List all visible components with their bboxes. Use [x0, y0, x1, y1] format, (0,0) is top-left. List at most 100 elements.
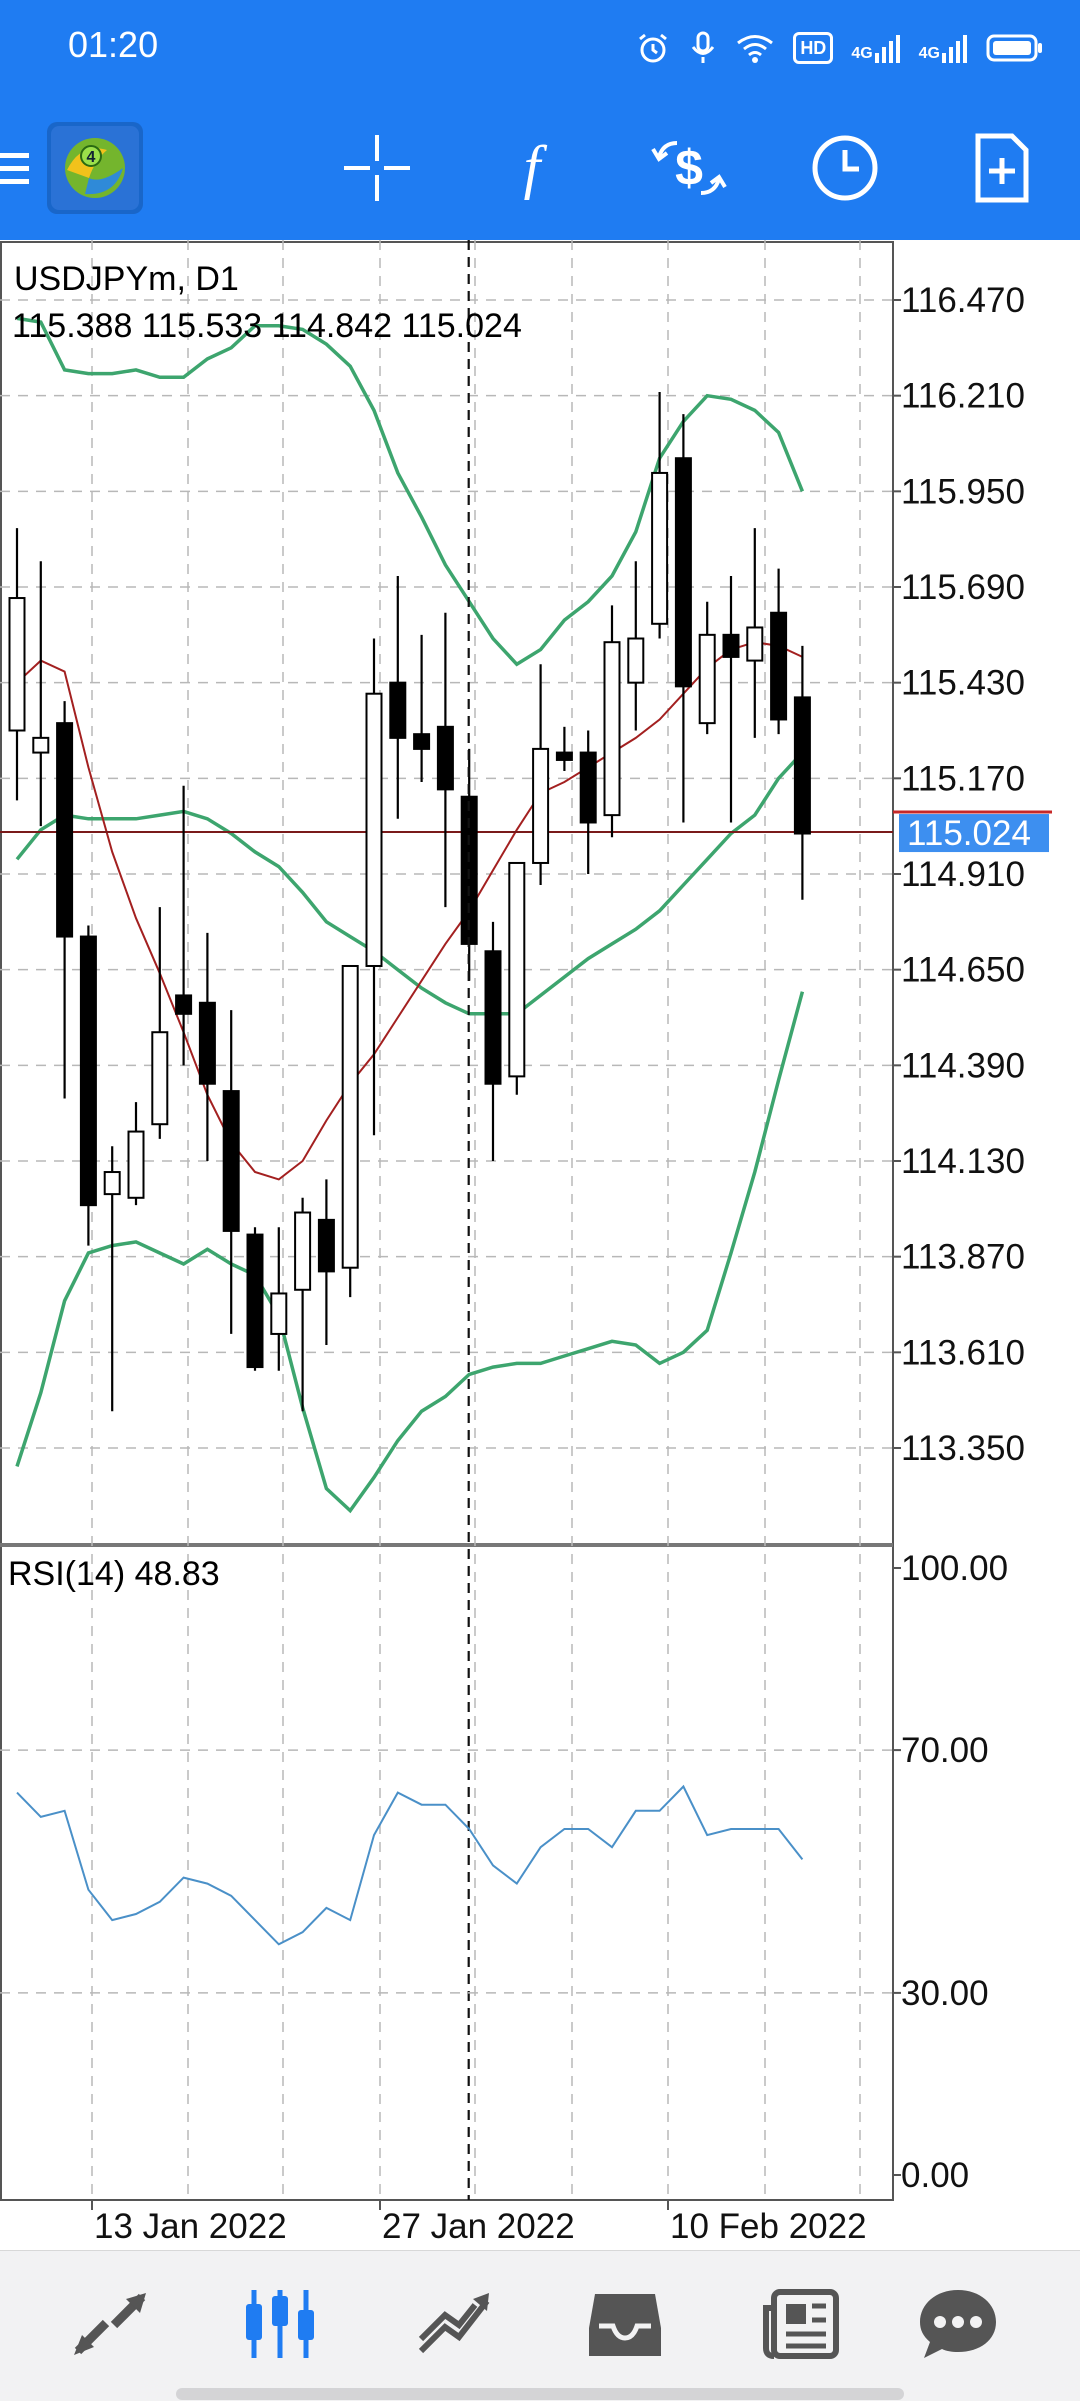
- price-tick-label: 114.130: [901, 1142, 1025, 1181]
- price-tick-label: 114.390: [901, 1046, 1025, 1085]
- inbox-icon: [585, 2288, 665, 2365]
- trade-icon: [415, 2289, 495, 2364]
- candle: [365, 638, 383, 1136]
- candle-body-bearish: [317, 1218, 335, 1273]
- candle-body-bullish: [127, 1130, 145, 1199]
- price-tick-label: 113.610: [901, 1333, 1025, 1372]
- candle: [793, 645, 811, 900]
- candle-body-bullish: [651, 471, 669, 625]
- bottom-navigation: [0, 2250, 1080, 2401]
- candle: [413, 634, 431, 783]
- candle-body-bullish: [365, 692, 383, 967]
- candle-body-bullish: [746, 626, 764, 662]
- candle: [674, 414, 692, 823]
- candle: [32, 561, 50, 827]
- nav-trade[interactable]: [365, 2251, 545, 2401]
- symbol-change-icon: $: [649, 133, 729, 208]
- network-label: 4G: [918, 45, 940, 62]
- moving-average-line: [16, 641, 803, 1181]
- svg-text:4: 4: [87, 149, 96, 166]
- hd-badge: HD: [793, 32, 834, 64]
- chart-area[interactable]: 100.00 70.00 30.00 0.00 116.470 116.210 115.9…: [0, 240, 1080, 2250]
- candle: [579, 730, 597, 874]
- status-time: 01:20: [68, 24, 159, 65]
- candle: [79, 925, 97, 1246]
- signal-4g-icon: 4G: [851, 33, 900, 63]
- candle-body-bearish: [436, 725, 454, 791]
- price-axis: 116.470 116.210 115.950 115.690 115.430 115.1…: [91, 281, 1052, 2246]
- crosshair-button[interactable]: [322, 110, 432, 230]
- nav-chart[interactable]: [190, 2251, 370, 2401]
- candle-body-bullish: [270, 1292, 288, 1335]
- candle-body-bearish: [722, 633, 740, 658]
- nav-history[interactable]: [535, 2251, 715, 2401]
- nav-chat[interactable]: [868, 2251, 1048, 2401]
- metatrader-4-logo: 4: [45, 120, 145, 221]
- symbol-change-button[interactable]: $: [634, 110, 744, 230]
- rsi-scale-label: 100.00: [901, 1549, 1008, 1588]
- app-logo: 4: [42, 110, 148, 230]
- candle: [555, 726, 573, 771]
- candle: [198, 932, 216, 1161]
- wifi-icon: [735, 32, 775, 64]
- candlesticks: [8, 391, 811, 1412]
- candle-body-bullish: [341, 964, 359, 1269]
- candle-body-bullish: [508, 861, 526, 1078]
- menu-button[interactable]: [0, 110, 60, 230]
- current-price-badge: [899, 814, 1049, 853]
- price-tick-label: 114.650: [901, 951, 1025, 990]
- timeframe-icon: [809, 132, 881, 209]
- indicators-button[interactable]: f: [477, 110, 587, 230]
- candle: [294, 1197, 312, 1412]
- candle: [698, 601, 716, 735]
- candle: [436, 612, 454, 908]
- svg-text:f: f: [524, 134, 548, 200]
- candle: [341, 964, 359, 1298]
- candle: [246, 1227, 264, 1371]
- candle: [8, 528, 26, 801]
- price-tick-label: 115.690: [901, 568, 1025, 607]
- quotes-icon: [70, 2289, 150, 2364]
- home-indicator[interactable]: [176, 2388, 904, 2400]
- candle: [317, 1179, 335, 1345]
- nav-news[interactable]: [710, 2251, 890, 2401]
- price-tick-label: 115.170: [901, 759, 1025, 798]
- candle-body-bearish: [770, 611, 788, 721]
- bollinger-middle-line: [15, 751, 804, 1016]
- candle-body-bullish: [32, 736, 50, 754]
- timeframe-button[interactable]: [790, 110, 900, 230]
- candle-body-bullish: [103, 1171, 121, 1196]
- candle-body-bearish: [389, 681, 407, 739]
- date-label: 27 Jan 2022: [382, 2207, 575, 2246]
- network-label: 4G: [851, 45, 873, 62]
- candle-body-bullish: [532, 747, 550, 864]
- candle: [56, 701, 74, 1099]
- candle-body-bearish: [246, 1233, 264, 1369]
- candle: [103, 1146, 121, 1412]
- candle: [127, 1102, 145, 1206]
- candle-body-bearish: [175, 994, 193, 1015]
- candle-body-bearish: [674, 457, 692, 688]
- bollinger-lower-line: [15, 991, 805, 1514]
- candle-body-bearish: [222, 1090, 240, 1232]
- nav-quotes[interactable]: [20, 2251, 200, 2401]
- candle-body-bullish: [294, 1211, 312, 1291]
- menu-icon: [0, 148, 35, 193]
- price-tick-label: 116.470: [901, 281, 1025, 320]
- rsi-scale-label: 30.00: [901, 1974, 989, 2013]
- date-label: 10 Feb 2022: [670, 2207, 867, 2246]
- status-icons: HD 4G 4G: [635, 28, 1044, 68]
- candle-body-bearish: [79, 935, 97, 1207]
- candle-body-bearish: [413, 733, 431, 750]
- chart-grid: [0, 240, 894, 2201]
- candle: [175, 785, 193, 1066]
- chart-canvas[interactable]: 100.00 70.00 30.00 0.00 116.470 116.210 115.9…: [0, 240, 1080, 2250]
- candle: [270, 1227, 288, 1371]
- candle-body-bearish: [198, 1001, 216, 1085]
- new-order-button[interactable]: [947, 110, 1057, 230]
- crosshair-icon: [342, 133, 412, 208]
- symbol-timeframe-label: USDJPYm, D1: [14, 260, 239, 298]
- app-header: 01:20 HD 4G 4G: [0, 0, 1080, 240]
- candle: [484, 921, 502, 1161]
- price-tick-label: 115.950: [901, 472, 1025, 511]
